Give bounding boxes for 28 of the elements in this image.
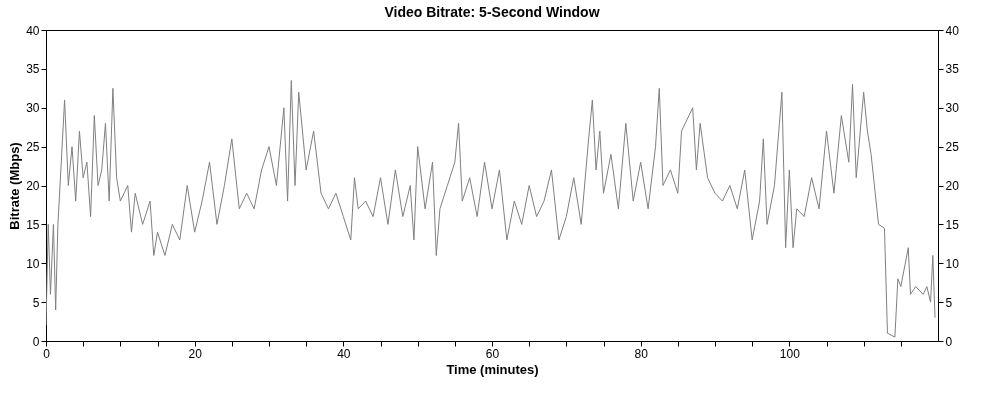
y-tick-label: 10 (26, 256, 40, 271)
y-tick-label: 25 (26, 140, 40, 155)
y-tick-label: 40 (26, 23, 40, 38)
y-tick-label: 5 (32, 295, 40, 310)
y-tick-label: 20 (26, 179, 40, 193)
x-tick-label: 80 (634, 346, 649, 361)
x-tick-label: 60 (485, 346, 500, 361)
x-tick-label: 100 (779, 346, 801, 361)
y2-tick-label: 10 (945, 256, 960, 271)
x-axis-title: Time (minutes) (446, 361, 539, 377)
y2-tick-label: 0 (945, 334, 953, 349)
y2-tick-label: 20 (945, 179, 960, 193)
x-tick-label: 20 (188, 346, 203, 361)
y2-tick-label: 25 (945, 140, 960, 155)
y2-tick-label: 40 (945, 23, 960, 38)
y-tick-label: 0 (32, 334, 40, 349)
y2-tick-label: 15 (945, 217, 960, 232)
y-tick-label: 35 (26, 62, 40, 77)
y2-tick-label: 5 (945, 295, 953, 310)
y-tick-label: 15 (26, 217, 40, 232)
y-tick-label: 30 (26, 101, 40, 116)
x-tick-label: 0 (43, 346, 51, 361)
chart-title: Video Bitrate: 5-Second Window (384, 4, 600, 20)
y-axis-title: Bitrate (Mbps) (7, 142, 23, 230)
y2-tick-label: 35 (945, 62, 960, 77)
y2-tick-label: 30 (945, 101, 960, 116)
x-tick-label: 40 (337, 346, 351, 361)
line-series (46, 80, 936, 338)
